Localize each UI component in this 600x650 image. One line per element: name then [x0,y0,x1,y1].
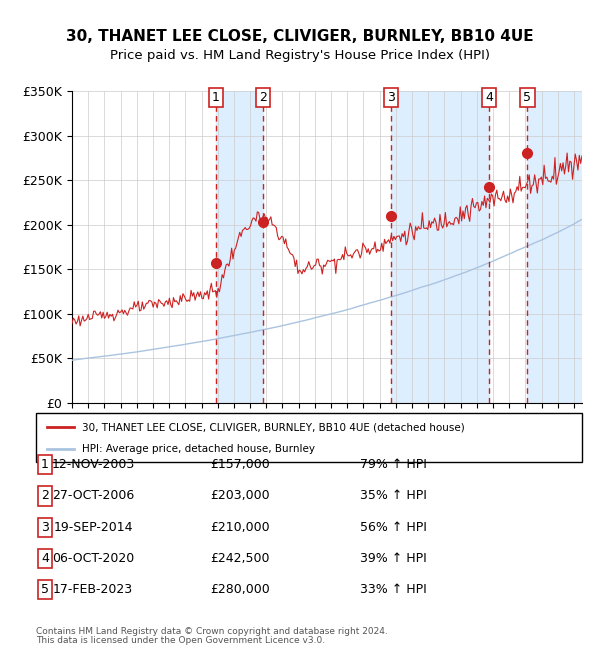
Text: £242,500: £242,500 [210,552,270,565]
Text: 19-SEP-2014: 19-SEP-2014 [53,521,133,534]
Text: £157,000: £157,000 [210,458,270,471]
Bar [527,91,582,403]
Text: 06-OCT-2020: 06-OCT-2020 [52,552,134,565]
Text: 3: 3 [388,91,395,104]
Text: 5: 5 [41,583,49,596]
Text: 1: 1 [41,458,49,471]
Text: 39% ↑ HPI: 39% ↑ HPI [360,552,427,565]
Text: 35% ↑ HPI: 35% ↑ HPI [360,489,427,502]
Text: 30, THANET LEE CLOSE, CLIVIGER, BURNLEY, BB10 4UE (detached house): 30, THANET LEE CLOSE, CLIVIGER, BURNLEY,… [82,422,465,432]
Text: 2: 2 [259,91,268,104]
Text: 1: 1 [212,91,220,104]
Text: Contains HM Land Registry data © Crown copyright and database right 2024.: Contains HM Land Registry data © Crown c… [36,627,388,636]
Bar [527,91,582,403]
Text: 5: 5 [523,91,532,104]
Text: 12-NOV-2003: 12-NOV-2003 [52,458,134,471]
Text: 3: 3 [41,521,49,534]
FancyBboxPatch shape [36,413,582,462]
Text: This data is licensed under the Open Government Licence v3.0.: This data is licensed under the Open Gov… [36,636,325,645]
Bar [215,91,263,403]
Text: 30, THANET LEE CLOSE, CLIVIGER, BURNLEY, BB10 4UE: 30, THANET LEE CLOSE, CLIVIGER, BURNLEY,… [66,29,534,44]
Text: £203,000: £203,000 [210,489,270,502]
Bar [391,91,489,403]
Text: 4: 4 [485,91,493,104]
Text: Price paid vs. HM Land Registry's House Price Index (HPI): Price paid vs. HM Land Registry's House … [110,49,490,62]
Text: 2: 2 [41,489,49,502]
Text: 4: 4 [41,552,49,565]
Text: £210,000: £210,000 [210,521,270,534]
Text: HPI: Average price, detached house, Burnley: HPI: Average price, detached house, Burn… [82,445,316,454]
Text: 33% ↑ HPI: 33% ↑ HPI [360,583,427,596]
Text: 56% ↑ HPI: 56% ↑ HPI [360,521,427,534]
Text: 79% ↑ HPI: 79% ↑ HPI [360,458,427,471]
Text: 27-OCT-2006: 27-OCT-2006 [52,489,134,502]
Text: £280,000: £280,000 [210,583,270,596]
Text: 17-FEB-2023: 17-FEB-2023 [53,583,133,596]
